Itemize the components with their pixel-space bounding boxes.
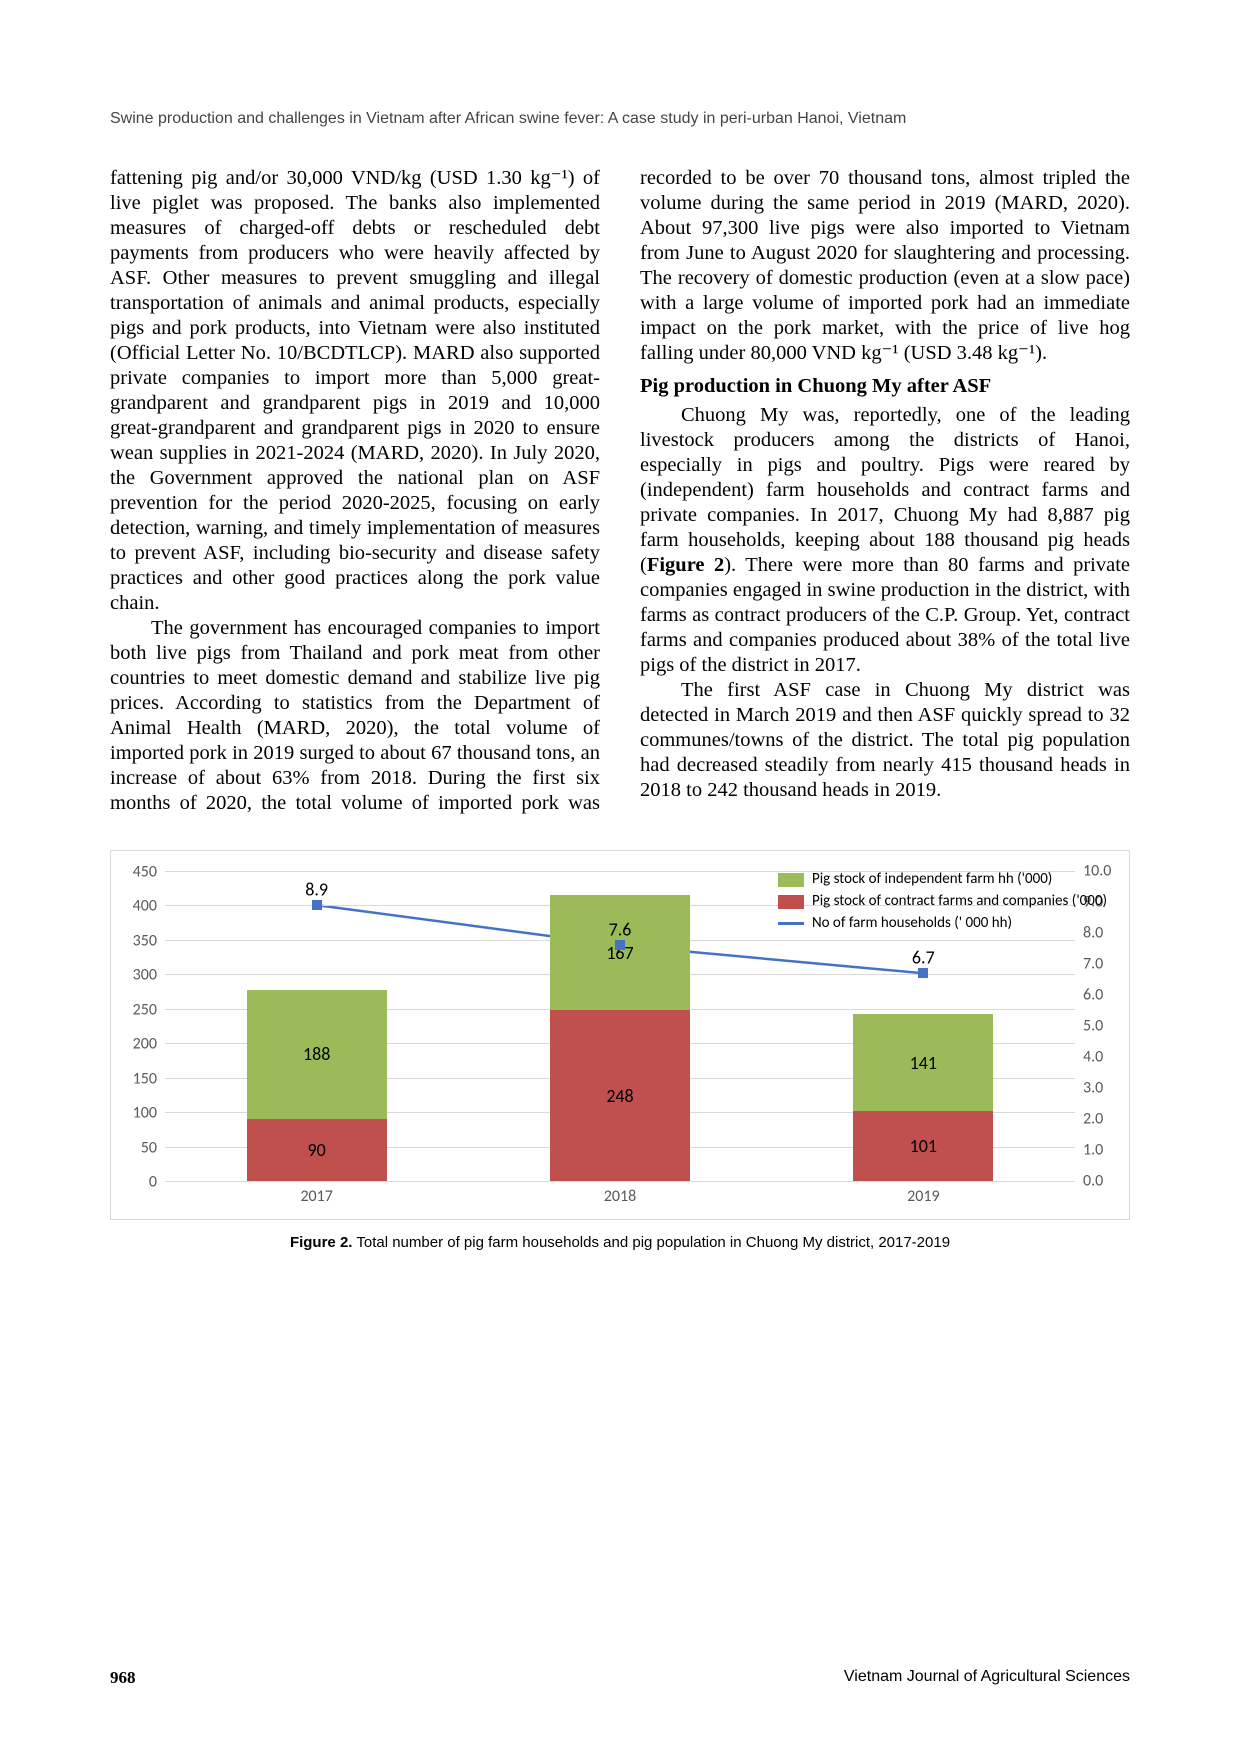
chart-legend: Pig stock of independent farm hh ('000) … [778, 869, 1107, 934]
body-columns: fattening pig and/or 30,000 VND/kg (USD … [110, 166, 1130, 816]
legend-label-bar2: Pig stock of contract farms and companie… [812, 891, 1107, 913]
bar-bottom-seg: 101 [853, 1111, 993, 1181]
running-head: Swine production and challenges in Vietn… [110, 110, 1130, 128]
legend-swatch-line [778, 922, 804, 925]
x-tick: 2019 [907, 1187, 939, 1206]
figure-caption-text: Total number of pig farm households and … [352, 1234, 950, 1251]
y-right-tick: 1.0 [1083, 1141, 1103, 1160]
legend-item-bar2: Pig stock of contract farms and companie… [778, 891, 1107, 913]
bar-bottom-seg: 90 [247, 1119, 387, 1181]
y-right-tick: 6.0 [1083, 986, 1103, 1005]
y-left-tick: 300 [133, 966, 157, 985]
para-4: The first ASF case in Chuong My district… [640, 678, 1130, 803]
figure-2: 0 50 100 150 200 250 300 350 400 450 0.0 1.0 2.0 3.0 4… [110, 850, 1130, 1251]
y-right-tick: 5.0 [1083, 1017, 1103, 1036]
y-right-tick: 0.0 [1083, 1172, 1103, 1191]
bar-top-seg: 188 [247, 990, 387, 1120]
y-left-tick: 200 [133, 1035, 157, 1054]
y-right-tick: 7.0 [1083, 955, 1103, 974]
chart-canvas: 0 50 100 150 200 250 300 350 400 450 0.0 1.0 2.0 3.0 4… [110, 850, 1130, 1220]
y-left-tick: 250 [133, 1000, 157, 1019]
y-left-tick: 0 [149, 1173, 157, 1192]
y-left-tick: 450 [133, 863, 157, 882]
y-right-tick: 4.0 [1083, 1048, 1103, 1067]
para-3: Chuong My was, reportedly, one of the le… [640, 403, 1130, 678]
y-left-tick: 350 [133, 931, 157, 950]
gridline: 0 [165, 1181, 1075, 1182]
bar-top-seg: 141 [853, 1014, 993, 1111]
journal-name: Vietnam Journal of Agricultural Sciences [844, 1668, 1130, 1688]
y-left-tick: 400 [133, 897, 157, 916]
line-value-label: 7.6 [609, 919, 632, 941]
para-3-a: Chuong My was, reportedly, one of the le… [640, 404, 1130, 576]
line-point [615, 940, 625, 950]
line-point [918, 968, 928, 978]
y-right-tick: 2.0 [1083, 1110, 1103, 1129]
line-value-label: 8.9 [305, 879, 328, 901]
legend-item-bar1: Pig stock of independent farm hh ('000) [778, 869, 1107, 891]
y-left-tick: 150 [133, 1069, 157, 1088]
subsection-heading: Pig production in Chuong My after ASF [640, 374, 1130, 399]
page-number: 968 [110, 1668, 136, 1688]
line-point [312, 900, 322, 910]
page-footer: 968 Vietnam Journal of Agricultural Scie… [110, 1668, 1130, 1688]
x-tick: 2018 [604, 1187, 636, 1206]
legend-label-bar1: Pig stock of independent farm hh ('000) [812, 869, 1052, 891]
x-tick: 2017 [300, 1187, 332, 1206]
figure-ref: Figure 2 [647, 554, 724, 576]
figure-caption: Figure 2. Total number of pig farm house… [110, 1234, 1130, 1251]
y-left-tick: 100 [133, 1104, 157, 1123]
legend-label-line: No of farm households (' 000 hh) [812, 913, 1012, 935]
bar-bottom-seg: 248 [550, 1010, 690, 1181]
figure-caption-label: Figure 2. [290, 1234, 353, 1251]
legend-swatch-bar1 [778, 873, 804, 887]
para-1: fattening pig and/or 30,000 VND/kg (USD … [110, 166, 600, 616]
y-right-tick: 3.0 [1083, 1079, 1103, 1098]
line-value-label: 6.7 [912, 947, 935, 969]
y-left-tick: 50 [141, 1138, 157, 1157]
legend-item-line: No of farm households (' 000 hh) [778, 913, 1107, 935]
bar-top-seg: 167 [550, 895, 690, 1010]
legend-swatch-bar2 [778, 895, 804, 909]
